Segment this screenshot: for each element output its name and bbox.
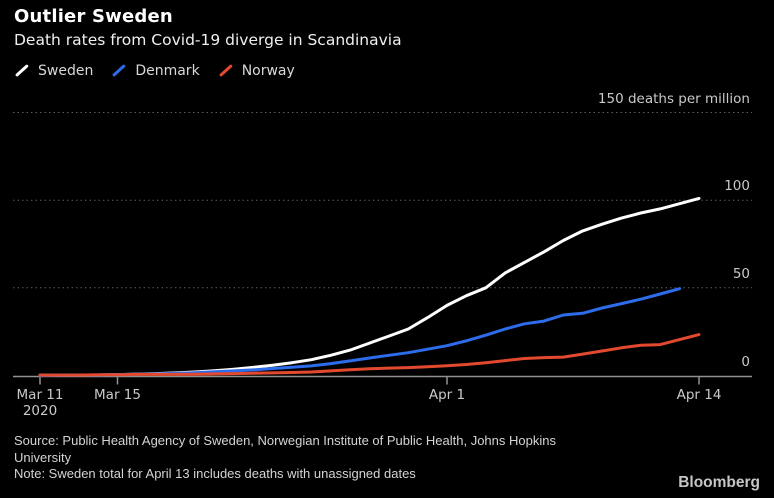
legend-item-denmark: Denmark bbox=[111, 63, 200, 79]
x-axis-label-mar-15: Mar 15 bbox=[94, 387, 141, 403]
x-axis-label-apr-14: Apr 14 bbox=[676, 387, 722, 403]
legend-label-sweden: Sweden bbox=[38, 63, 94, 79]
legend-item-norway: Norway bbox=[218, 63, 295, 79]
y-axis-label-100: 100 bbox=[724, 178, 750, 195]
source-text: Source: Public Health Agency of Sweden, … bbox=[14, 433, 556, 465]
line-denmark bbox=[38, 287, 682, 377]
line-norway bbox=[38, 333, 701, 377]
chart-footer: Source: Public Health Agency of Sweden, … bbox=[14, 433, 614, 483]
legend-label-denmark: Denmark bbox=[135, 63, 200, 79]
x-axis-label-apr-1: Apr 1 bbox=[428, 387, 466, 403]
note-text: Note: Sweden total for April 13 includes… bbox=[14, 466, 416, 481]
legend-label-norway: Norway bbox=[241, 63, 295, 79]
y-axis-label-0: 0 bbox=[741, 353, 750, 370]
y-axis-label-50: 50 bbox=[732, 265, 750, 282]
x-axis-label-mar-11: Mar 11 2020 bbox=[16, 387, 64, 419]
chart-legend: Sweden Denmark Norway bbox=[14, 63, 295, 79]
legend-item-sweden: Sweden bbox=[14, 63, 93, 79]
chart-title: Outlier Sweden bbox=[14, 6, 173, 27]
line-sweden bbox=[38, 196, 701, 377]
bloomberg-logo: Bloomberg bbox=[678, 474, 760, 491]
x-axis-sublabel-year: 2020 bbox=[22, 403, 58, 419]
y-axis-label-150: 150 deaths per million bbox=[597, 90, 750, 107]
chart-subtitle: Death rates from Covid-19 diverge in Sca… bbox=[14, 31, 402, 49]
